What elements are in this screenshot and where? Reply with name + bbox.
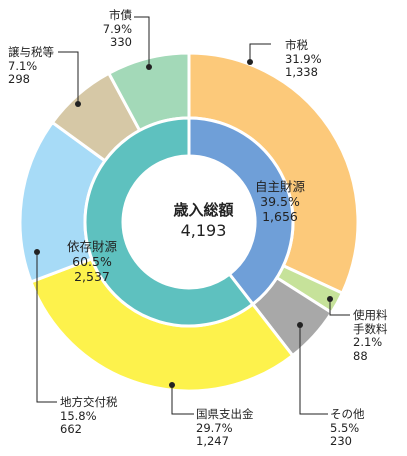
label-name: 国県支出金 [196, 407, 254, 421]
label-percent: 2.1% [353, 335, 383, 349]
leader-dot-transfer-tax [75, 101, 81, 107]
leader-dot-usage-fees [327, 296, 333, 302]
inner-label-percent: 39.5% [260, 194, 300, 209]
label-local-allocation-tax: 地方交付税 15.8% 662 [60, 395, 118, 437]
label-percent: 29.7% [196, 420, 233, 435]
outer-ring [18, 51, 360, 393]
leader-lines [34, 16, 350, 415]
total-label: 歳入総額 [173, 201, 234, 219]
label-value: 230 [330, 434, 352, 448]
leader-dot-national-pref-grants [169, 382, 175, 388]
total-value: 4,193 [180, 221, 227, 240]
inner-label-value: 1,656 [262, 209, 298, 224]
inner-segment-1 [83, 116, 255, 328]
label-name: 市債 [109, 8, 132, 22]
label-name-line1: 使用料 [353, 308, 388, 322]
leader-line-transfer-tax [58, 51, 79, 104]
inner-segment-0 [187, 116, 295, 307]
label-national-pref-grants: 国県支出金 29.7% 1,247 [196, 407, 254, 449]
inner-label-name: 依存財源 [66, 239, 117, 254]
inner-label-own-revenue: 自主財源 39.5% 1,656 [240, 179, 320, 224]
label-name: その他 [330, 407, 365, 421]
label-value: 298 [8, 72, 30, 86]
label-value: 88 [353, 348, 368, 363]
inner-label-name: 自主財源 [254, 179, 305, 194]
label-percent: 7.9% [102, 21, 132, 36]
inner-label-percent: 60.5% [72, 254, 112, 269]
label-other: その他 5.5% 230 [330, 407, 365, 449]
label-city-tax: 市税 31.9% 1,338 [285, 38, 322, 80]
label-percent: 31.9% [285, 51, 322, 66]
label-percent: 15.8% [60, 408, 97, 423]
inner-label-dependent-revenue: 依存財源 60.5% 2,537 [52, 239, 132, 284]
inner-ring [83, 116, 295, 328]
label-name-line2: 手数料 [353, 321, 388, 336]
leader-line-other [299, 325, 328, 415]
label-value: 330 [110, 35, 132, 49]
label-transfer-tax: 譲与税等 7.1% 298 [8, 45, 54, 87]
label-value: 1,247 [196, 434, 229, 448]
label-municipal-bonds: 市債 7.9% 330 [84, 8, 132, 50]
label-value: 662 [60, 422, 82, 436]
label-name: 地方交付税 [60, 395, 118, 409]
inner-label-value: 2,537 [74, 269, 110, 284]
label-percent: 7.1% [8, 58, 38, 73]
leader-dot-city-tax [247, 59, 253, 65]
label-name: 譲与税等 [8, 45, 54, 59]
label-name: 市税 [285, 38, 308, 52]
leader-line-national-pref-grants [171, 385, 194, 415]
leader-line-usage-fees [329, 299, 350, 316]
leader-dot-local-allocation-tax [34, 249, 40, 255]
label-value: 1,338 [285, 65, 318, 79]
leader-line-local-allocation-tax [36, 252, 57, 403]
leader-dot-other [297, 322, 303, 328]
leader-line-municipal-bonds [134, 16, 150, 67]
leader-dot-municipal-bonds [146, 64, 152, 70]
label-percent: 5.5% [330, 420, 360, 435]
leader-line-city-tax [249, 43, 271, 62]
label-usage-fees: 使用料 手数料 2.1% 88 [353, 308, 388, 363]
